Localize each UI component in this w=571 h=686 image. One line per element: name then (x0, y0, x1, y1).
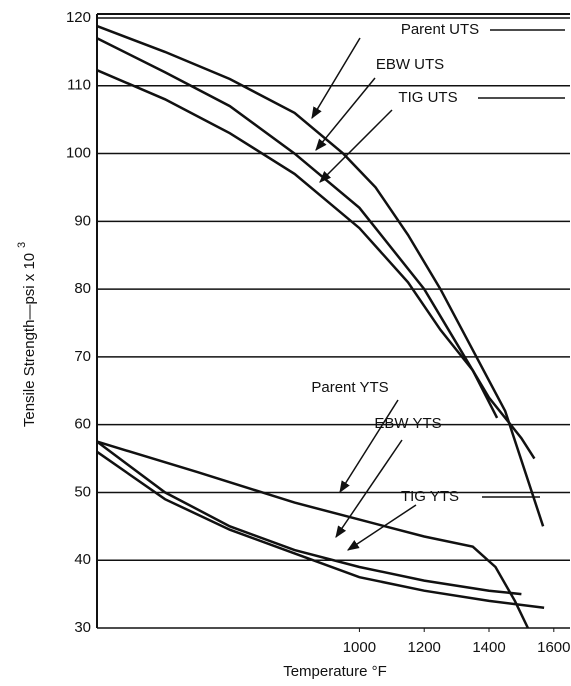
y-axis-label: Tensile Strength—psi x 10 (21, 253, 38, 427)
series-label: Parent YTS (311, 379, 388, 396)
series-line (96, 69, 499, 419)
series-line (96, 37, 536, 460)
y-tick-label: 40 (74, 551, 91, 568)
label-arrow (319, 109, 393, 183)
x-tick-label: 1400 (472, 639, 505, 656)
y-tick-label: 120 (66, 9, 91, 26)
label-arrow (346, 504, 417, 551)
y-axis-exponent: 3 (16, 242, 28, 248)
x-tick-label: 1600 (537, 639, 570, 656)
label-arrow (315, 77, 376, 151)
y-tick-label: 50 (74, 483, 91, 500)
label-arrow (339, 399, 399, 494)
series-label: EBW UTS (376, 56, 444, 73)
x-tick-label: 1000 (343, 639, 376, 656)
y-tick-label: 110 (67, 77, 91, 94)
y-tick-label: 80 (74, 280, 91, 297)
series-label: TIG YTS (401, 488, 459, 505)
series-line (96, 450, 545, 609)
series-label: Parent UTS (401, 21, 479, 38)
y-tick-label: 90 (74, 212, 91, 229)
label-arrow (335, 439, 403, 538)
x-axis-label: Temperature °F (283, 663, 387, 680)
label-arrow (311, 37, 361, 120)
x-tick-label: 1200 (408, 639, 441, 656)
series-line (96, 24, 545, 527)
series-label: TIG UTS (398, 89, 457, 106)
y-tick-label: 70 (74, 348, 91, 365)
y-tick-label: 100 (66, 145, 91, 162)
series-line (96, 440, 530, 629)
series-line (96, 440, 522, 596)
series-label: EBW YTS (374, 415, 441, 432)
y-tick-label: 60 (74, 416, 91, 433)
y-tick-label: 30 (74, 619, 91, 636)
y-axis-label-group: Tensile Strength—psi x 10 3 (16, 242, 38, 427)
